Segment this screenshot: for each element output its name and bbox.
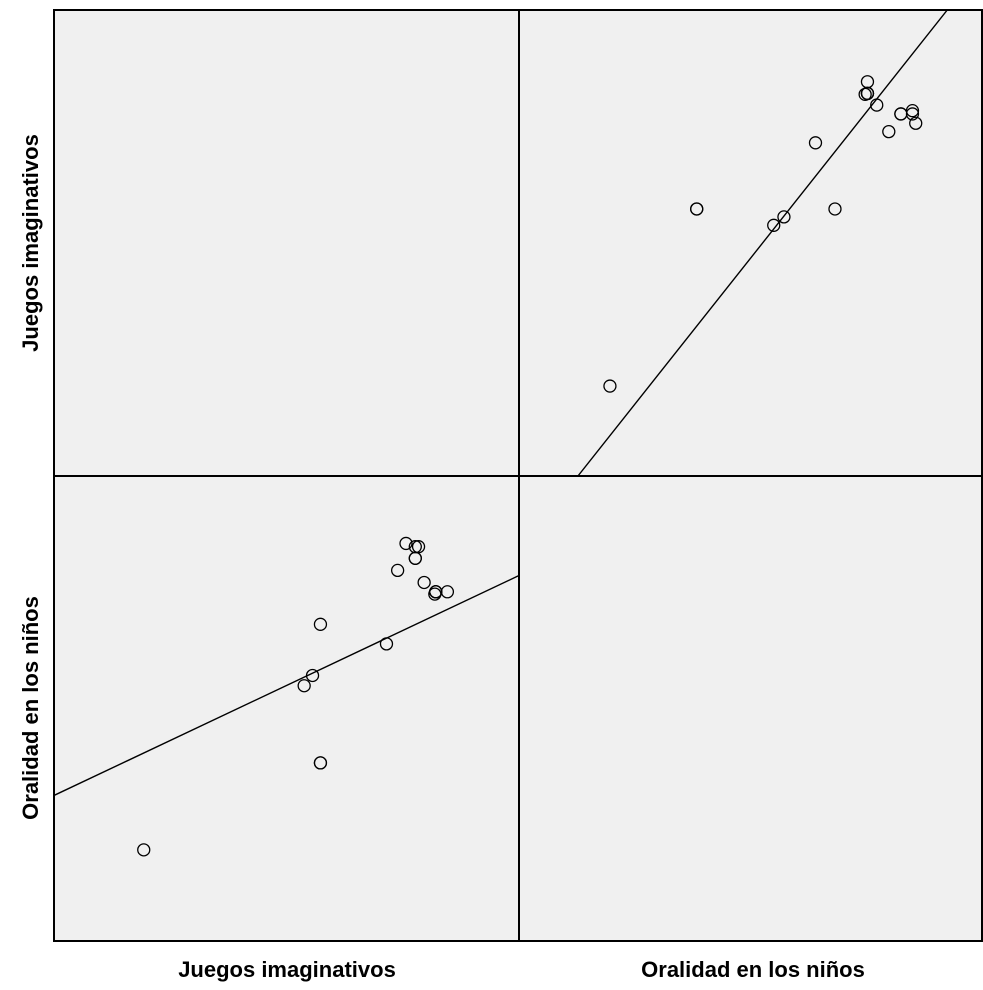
scatter-panel-2-1 (54, 536, 519, 857)
data-point-2-1-5 (305, 668, 320, 683)
row-label-1: Juegos imaginativos (18, 134, 43, 352)
matrix-marks (54, 10, 948, 857)
data-point-2-1-6 (379, 637, 394, 651)
data-point-1-2-16 (905, 107, 920, 121)
panel-2-1 (54, 476, 519, 941)
matrix-panels (54, 10, 983, 941)
data-point-1-2-6 (808, 136, 823, 150)
data-point-2-1-17 (411, 540, 426, 554)
panel-2-2 (519, 476, 983, 941)
data-point-1-2-5 (777, 210, 791, 224)
panel-1-2 (519, 10, 983, 476)
scatter-panel-1-2 (577, 10, 948, 476)
data-point-1-2-13 (882, 124, 896, 139)
data-point-2-1-19 (429, 585, 443, 599)
data-point-2-1-3 (313, 756, 328, 770)
row-label-2: Oralidad en los niños (18, 596, 43, 820)
data-point-1-2-4 (767, 218, 781, 232)
data-point-1-2-12 (870, 98, 884, 112)
data-point-2-1-18 (399, 536, 413, 551)
data-point-1-2-7 (828, 202, 842, 216)
panel-1-1 (54, 10, 519, 476)
data-point-1-2-18 (909, 116, 923, 130)
column-label-2: Oralidad en los niños (641, 957, 865, 982)
data-point-2-1-4 (297, 679, 311, 693)
data-point-2-1-13 (390, 563, 405, 578)
data-point-2-1-12 (417, 575, 431, 590)
matrix-frame (53, 9, 983, 942)
data-point-2-1-1 (137, 843, 151, 857)
data-point-1-2-19 (860, 86, 875, 101)
data-point-1-2-1 (603, 379, 617, 393)
fit-line-2-1 (54, 574, 519, 797)
data-point-2-1-16 (408, 540, 422, 554)
data-point-1-2-17 (905, 104, 920, 118)
column-label-1: Juegos imaginativos (178, 957, 396, 982)
fit-line-1-2 (577, 10, 948, 476)
data-point-1-2-3 (690, 202, 704, 216)
data-point-2-1-7 (313, 617, 328, 631)
